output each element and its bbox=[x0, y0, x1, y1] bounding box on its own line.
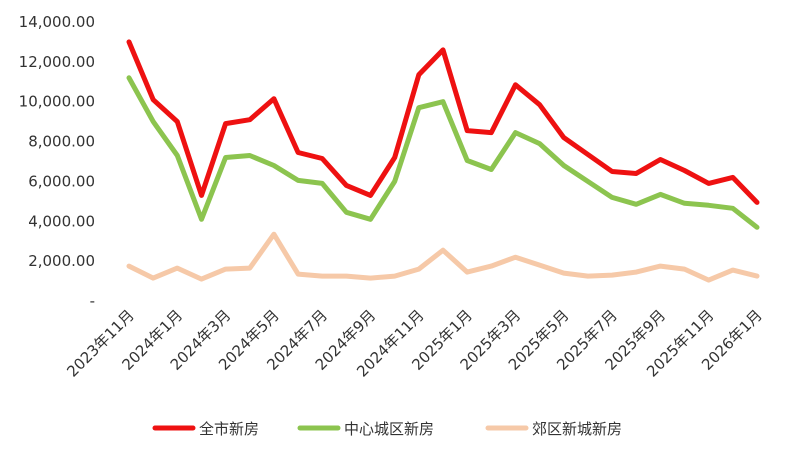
series-line-3 bbox=[126, 231, 760, 283]
y-tick-label: 12,000.00 bbox=[19, 53, 95, 71]
y-tick-label: 6,000.00 bbox=[28, 172, 95, 190]
y-axis-ticks: - 2,000.00 4,000.00 6,000.00 8,000.00 10,000.… bbox=[19, 13, 95, 310]
legend-label: 全市新房 bbox=[199, 420, 259, 438]
y-tick-label: 4,000.00 bbox=[28, 212, 95, 230]
y-tick-label: 10,000.00 bbox=[19, 93, 95, 111]
series-lines bbox=[126, 39, 760, 283]
legend-label: 郊区新城新房 bbox=[532, 420, 622, 438]
y-tick-label: 14,000.00 bbox=[19, 13, 95, 31]
series-line-1 bbox=[126, 39, 760, 205]
x-axis-ticks: 2023年11月2024年1月2024年3月2024年5月2024年7月2024… bbox=[63, 306, 765, 380]
legend-label: 中心城区新房 bbox=[344, 420, 434, 438]
y-tick-label: 8,000.00 bbox=[28, 133, 95, 151]
y-tick-label: 2,000.00 bbox=[28, 252, 95, 270]
y-tick-label: - bbox=[90, 292, 95, 310]
series-line-2 bbox=[126, 75, 760, 230]
legend: 全市新房 中心城区新房 郊区新城新房 bbox=[152, 420, 622, 438]
